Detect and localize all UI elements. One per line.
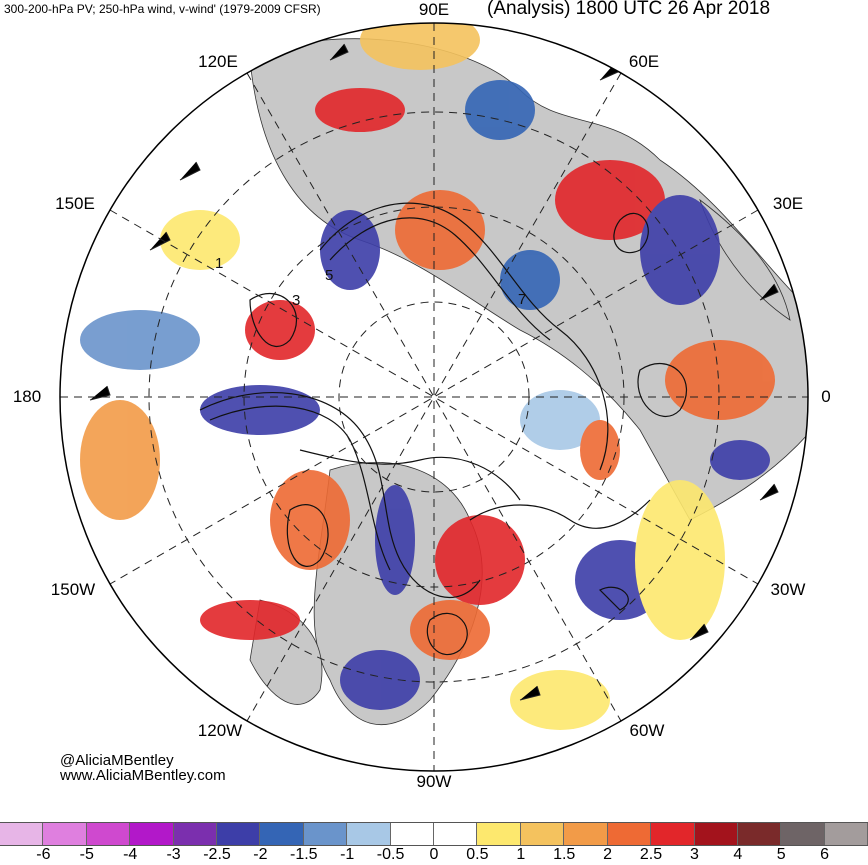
lon-label-150w: 150W	[50, 580, 96, 599]
colorbar-tick-label: 6	[820, 846, 830, 863]
colorbar-tick-label: 2.5	[639, 846, 663, 863]
lon-label-60e: 60E	[628, 52, 660, 71]
colorbar-cell	[607, 823, 652, 845]
contour-label: 5	[325, 267, 333, 284]
lon-label-120w: 120W	[197, 721, 243, 740]
lon-label-90e: 90E	[418, 0, 450, 19]
credit-handle: @AliciaMBentley	[60, 752, 174, 769]
colorbar-cell	[564, 823, 608, 845]
contour-label: 3	[292, 292, 300, 309]
map-title-right: (Analysis) 1800 UTC 26 Apr 2018	[487, 0, 771, 19]
colorbar-tick-label: -1.5	[290, 846, 318, 863]
lon-label-180: 180	[12, 387, 42, 406]
polar-map: 1 3 5 7	[59, 22, 809, 772]
colorbar-cell	[0, 823, 44, 845]
colorbar-cell	[390, 823, 435, 845]
lon-label-0: 0	[821, 387, 831, 406]
lon-label-120e: 120E	[198, 52, 238, 71]
colorbar-cell	[130, 823, 174, 845]
colorbar-cell	[260, 823, 304, 845]
colorbar-cell	[43, 823, 87, 845]
colorbar-cell	[303, 823, 348, 845]
colorbar-cell	[651, 823, 695, 845]
colorbar-tick-label: -0.5	[376, 846, 405, 863]
colorbar-cell	[86, 823, 131, 845]
graticule	[60, 23, 808, 771]
colorbar-tick-label: 0.5	[466, 846, 489, 863]
colorbar-cell	[173, 823, 218, 845]
pv-anomaly-shading	[80, 23, 775, 730]
colorbar-tick-label: -4	[123, 846, 138, 863]
colorbar-cell	[737, 823, 782, 845]
map-title-left: 300-200-hPa PV; 250-hPa wind, v-wind' (1…	[4, 2, 321, 16]
contour-label: 7	[518, 291, 526, 308]
credit-website[interactable]: www.AliciaMBentley.com	[60, 767, 226, 784]
colorbar-cell	[477, 823, 521, 845]
colorbar-tick-label: -2.5	[203, 846, 231, 863]
colorbar-cell	[694, 823, 738, 845]
colorbar-tick-label: 1.5	[553, 846, 576, 863]
lon-label-30w: 30W	[770, 580, 806, 599]
colorbar-cell	[434, 823, 478, 845]
colorbar-tick-label: -2	[253, 846, 268, 863]
colorbar-tick-label: 1	[516, 846, 526, 863]
colorbar-tick-label: -1	[340, 846, 355, 863]
colorbar-tick-label: 4	[733, 846, 743, 863]
colorbar-cell	[217, 823, 261, 845]
lon-label-30e: 30E	[772, 194, 804, 213]
colorbar-tick-label: 3	[689, 846, 699, 863]
colorbar	[0, 822, 868, 846]
pv-contours	[199, 202, 687, 656]
lon-label-150e: 150E	[55, 194, 95, 213]
colorbar-tick-label: -5	[79, 846, 94, 863]
colorbar-cell	[520, 823, 565, 845]
lon-label-90w: 90W	[416, 772, 452, 791]
colorbar-cell	[824, 823, 868, 845]
colorbar-tick-label: 5	[776, 846, 786, 863]
colorbar-tick-label: 0	[429, 846, 439, 863]
colorbar-tick-label: -6	[36, 846, 51, 863]
colorbar-tick-label: 2	[603, 846, 613, 863]
contour-label: 1	[215, 255, 223, 272]
lon-label-60w: 60W	[629, 721, 665, 740]
colorbar-tick-label: -3	[166, 846, 181, 863]
colorbar-cell	[781, 823, 825, 845]
map-boundary	[59, 22, 809, 772]
colorbar-cell	[347, 823, 391, 845]
